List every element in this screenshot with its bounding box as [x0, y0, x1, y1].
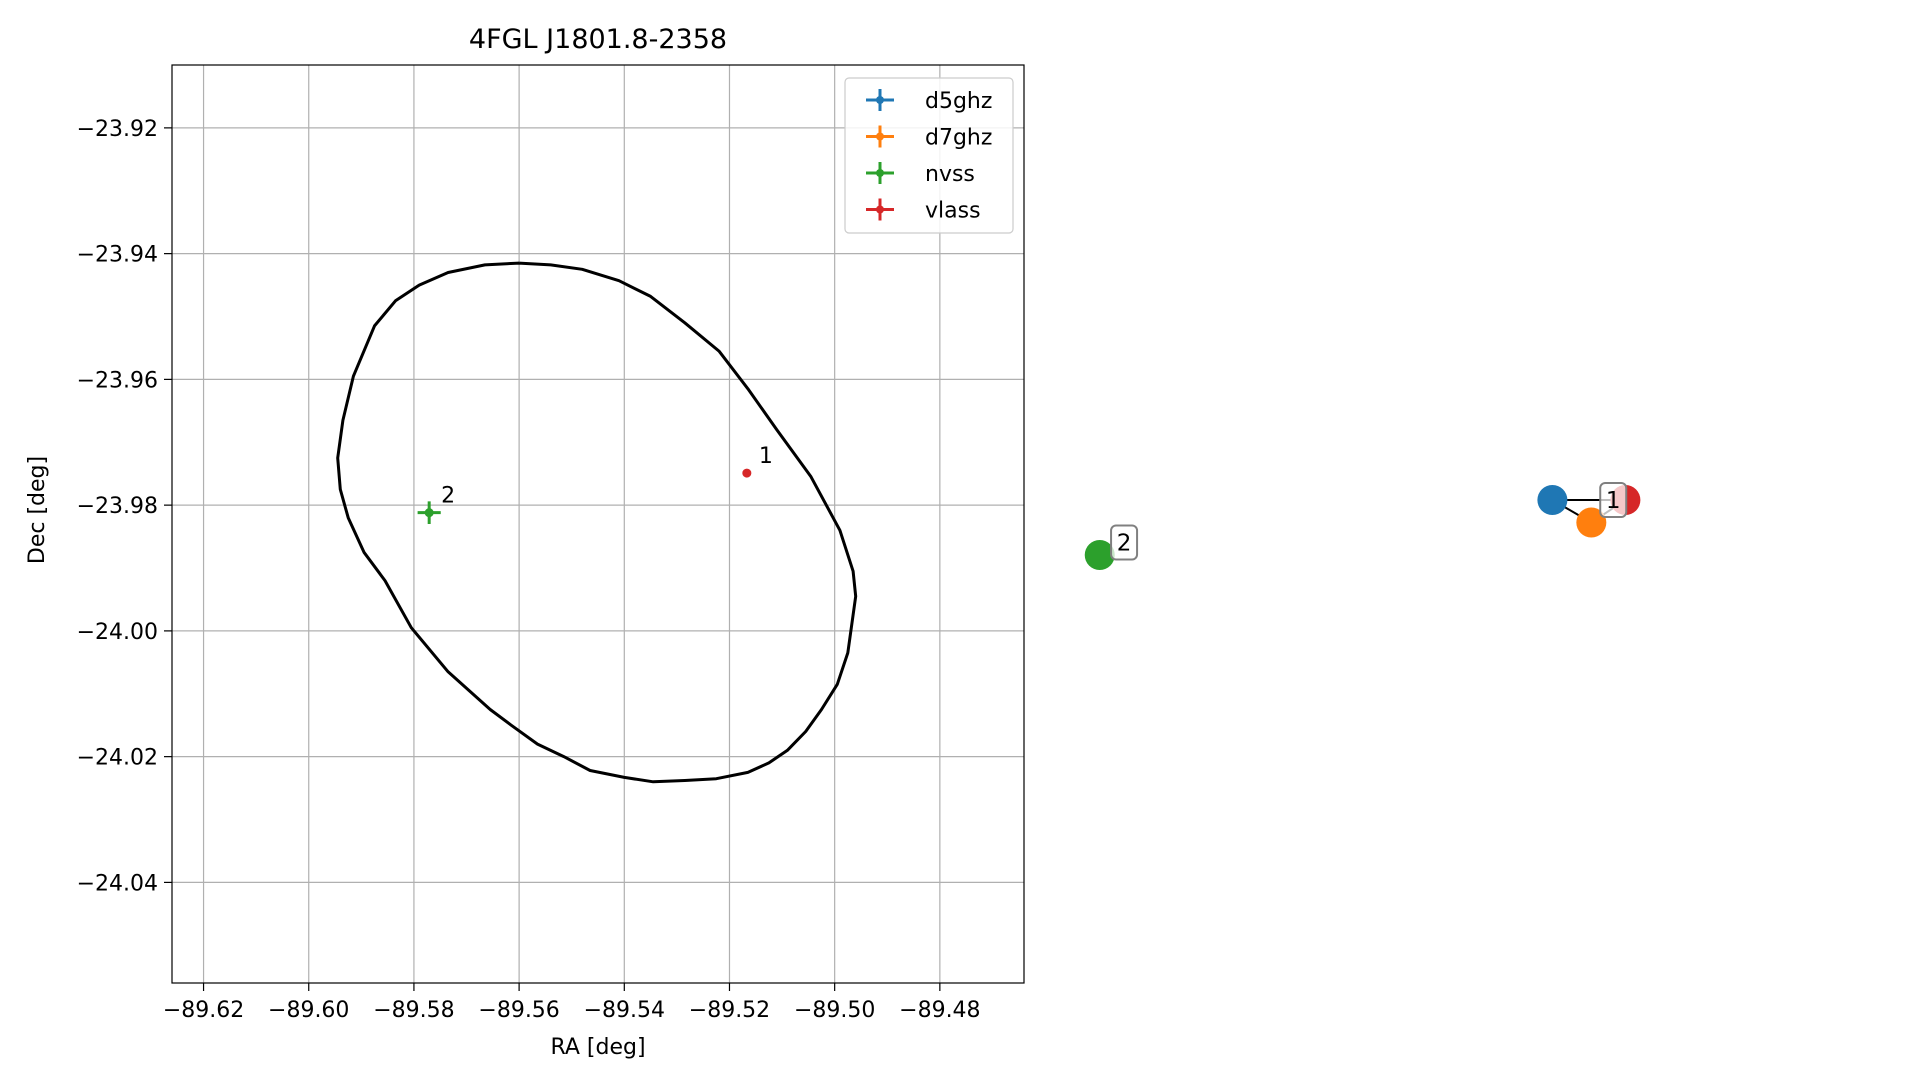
vlass-point: 1	[742, 444, 773, 478]
ellipse-layer	[336, 261, 858, 784]
legend-item-vlass: vlass	[866, 198, 981, 224]
x-tick-label: −89.62	[163, 998, 244, 1023]
legend-label: d7ghz	[925, 126, 992, 151]
x-tick-label: −89.54	[584, 998, 665, 1023]
y-tick-label: −23.94	[77, 243, 158, 268]
legend-swatch-marker	[876, 169, 884, 177]
node-nvss	[1084, 540, 1115, 570]
point-label: 1	[759, 444, 773, 469]
node-d7ghz	[1576, 507, 1607, 538]
legend: d5ghz d7ghz nvss vlass	[844, 77, 1014, 234]
y-axis-label: Dec [deg]	[25, 456, 50, 564]
y-tick-label: −24.02	[77, 746, 158, 771]
node-d5ghz	[1537, 485, 1568, 515]
x-tick-label: −89.58	[373, 998, 454, 1023]
node-label-text: 2	[1117, 531, 1132, 557]
legend-label: d5ghz	[925, 89, 992, 114]
legend-swatch-marker	[876, 132, 884, 141]
node-label: 1	[1599, 482, 1628, 518]
legend-item-d5ghz: d5ghz	[866, 89, 992, 114]
chart-title: 4FGL J1801.8-2358	[469, 24, 727, 55]
nvss-point: 2	[417, 484, 455, 524]
nvss-marker	[424, 508, 434, 518]
legend-label: nvss	[925, 162, 975, 187]
node-label: 2	[1110, 524, 1139, 561]
node-label-box	[1110, 524, 1139, 561]
node-label-text: 1	[1606, 488, 1621, 514]
node-label-box	[1599, 482, 1628, 518]
x-tick-label: −89.56	[478, 998, 559, 1023]
y-tick-label: −24.00	[77, 620, 158, 645]
x-tick-label: −89.50	[794, 998, 875, 1023]
x-ticks: −89.62 −89.60 −89.58 −89.56 −89.54 −89.52 −89.…	[163, 983, 981, 1023]
vlass-marker	[742, 468, 752, 478]
y-tick-label: −23.98	[77, 494, 158, 519]
legend-item-d7ghz: d7ghz	[866, 125, 992, 151]
node-labels-layer: 12	[1110, 482, 1628, 561]
x-axis-label: RA [deg]	[550, 1035, 645, 1060]
axes-frame	[171, 64, 1025, 984]
x-tick-label: −89.48	[899, 998, 980, 1023]
y-tick-label: −23.92	[77, 117, 158, 142]
point-label: 2	[441, 484, 455, 509]
network-panel: 12	[1084, 482, 1641, 570]
scatter-panel: 21 −89.62 −89.60 −89.58 −89.56 −89.54 −89.52−…	[25, 24, 1025, 1060]
y-ticks: −23.92 −23.94 −23.96 −23.98 −24.00 −24.02 −24.…	[77, 117, 172, 896]
legend-swatch-marker	[876, 96, 884, 104]
y-tick-label: −24.04	[77, 871, 158, 896]
points-layer: 21	[417, 444, 773, 524]
y-tick-label: −23.96	[77, 368, 158, 393]
legend-label: vlass	[925, 199, 981, 224]
legend-box	[844, 77, 1014, 234]
legend-swatch-marker	[876, 205, 884, 214]
x-tick-label: −89.60	[268, 998, 349, 1023]
x-tick-label: −89.52	[689, 998, 770, 1023]
error-ellipse	[336, 261, 858, 784]
legend-item-nvss: nvss	[866, 162, 975, 187]
